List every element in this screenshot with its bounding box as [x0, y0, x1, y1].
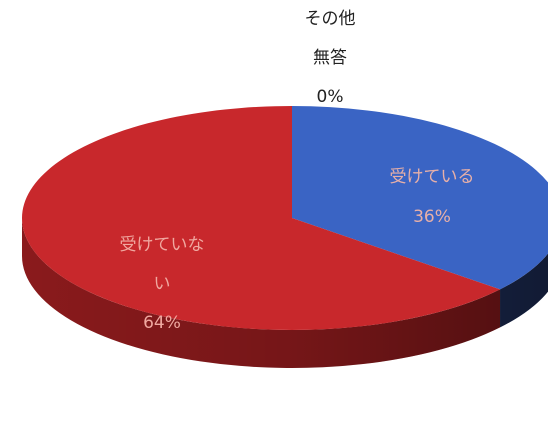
slice-percent-other: 0%	[317, 87, 344, 107]
slice-percent-not-received: 64%	[143, 313, 181, 333]
pie-top	[21, 106, 548, 330]
pie-slice-not-received	[21, 106, 501, 330]
slice-label-not-received-line2: い	[154, 274, 171, 294]
slice-label-other-line2: 無答	[313, 48, 347, 68]
slice-label-not-received-line1: 受けていな	[120, 235, 205, 255]
pie-slice-received	[292, 106, 548, 290]
slice-label-received: 受けている	[390, 167, 475, 187]
slice-label-other-line1: その他	[305, 9, 356, 29]
slice-percent-received: 36%	[413, 207, 451, 227]
